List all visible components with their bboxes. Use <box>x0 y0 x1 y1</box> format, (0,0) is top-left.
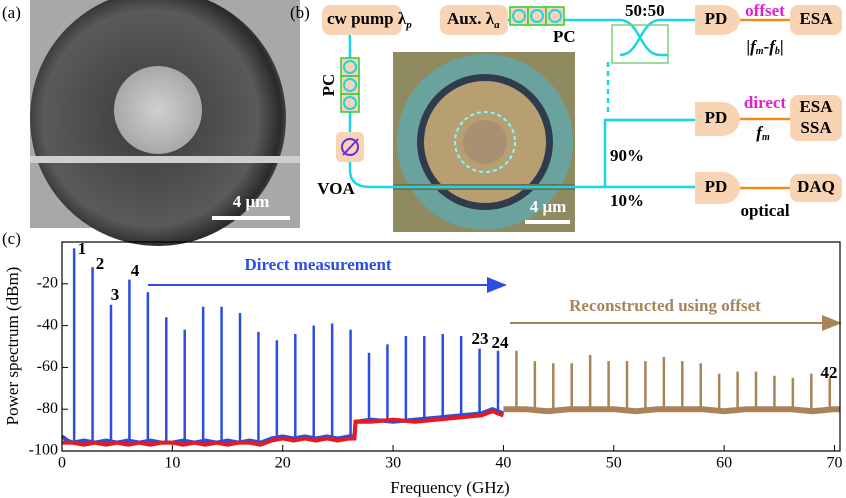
daq-label: DAQ <box>797 177 835 196</box>
ratio-label: 10% <box>610 191 644 210</box>
pd-label: PD <box>705 177 728 196</box>
formula: |fm-fb| <box>746 37 783 57</box>
peak-annotation: 3 <box>111 285 120 304</box>
coupler <box>611 24 669 64</box>
x-tick-label: 10 <box>164 455 180 472</box>
y-tick-label: -20 <box>37 274 58 291</box>
pd-label: PD <box>705 9 728 28</box>
peak-annotation: 1 <box>78 239 87 258</box>
spectrum-chart: (c) Frequency (GHz) Power spectrum (dBm)… <box>2 229 842 497</box>
direct-label: Direct measurement <box>244 255 391 274</box>
aux-label: Aux. λa <box>447 9 500 31</box>
y-tick-label: -60 <box>37 358 58 375</box>
pc-label: PC <box>553 27 576 46</box>
fm-label: fm <box>756 123 770 143</box>
offset-label: offset <box>745 1 785 20</box>
y-tick-label: -40 <box>37 316 58 333</box>
coupler-label: 50:50 <box>625 1 665 20</box>
pd <box>695 172 740 204</box>
peak-annotation: 23 <box>472 329 489 348</box>
pc-label: PC <box>319 74 338 97</box>
esa-label: ESA <box>799 97 833 116</box>
x-tick-label: 0 <box>58 455 66 472</box>
fiber <box>508 18 695 57</box>
direct-label: direct <box>744 93 787 112</box>
panel-b: (b) 4 μm 50:50 PC PC VOA cw pump λp Aux.… <box>290 1 842 232</box>
voa-icon <box>341 138 359 156</box>
esa-box <box>790 5 842 35</box>
ssa-label: SSA <box>800 118 832 137</box>
pd <box>695 5 740 35</box>
voa-label: VOA <box>317 179 355 198</box>
daq-box <box>790 174 842 202</box>
esa-label: ESA <box>799 9 833 28</box>
plot-frame <box>61 241 841 452</box>
scale-text: 4 μm <box>530 197 567 216</box>
sem-waveguide <box>30 156 300 163</box>
panel-label: (b) <box>290 3 310 22</box>
pd <box>695 102 740 136</box>
peak-annotation: 2 <box>96 254 105 273</box>
pd-label: PD <box>705 108 728 127</box>
optical-label: optical <box>740 201 789 220</box>
panel-a: 4 μm (a) <box>2 0 300 246</box>
x-tick-label: 50 <box>606 455 622 472</box>
peak-annotation: 42 <box>821 363 838 382</box>
aux-box <box>440 5 508 35</box>
x-tick-label: 60 <box>716 455 732 472</box>
panel-label: (c) <box>2 229 21 248</box>
pc-left <box>340 57 360 113</box>
mode-circle <box>454 111 516 173</box>
x-tick-label: 30 <box>385 455 401 472</box>
noise-trace <box>503 406 840 415</box>
voa-icon <box>342 138 359 156</box>
y-tick-label: -80 <box>37 400 58 417</box>
ratio-label: 90% <box>610 146 644 165</box>
scale-text: 4 μm <box>233 192 270 211</box>
x-tick-label: 40 <box>495 455 511 472</box>
x-axis-title: Frequency (GHz) <box>390 478 509 497</box>
esa-ssa-box <box>790 95 842 141</box>
y-axis-title: Power spectrum (dBm) <box>3 267 22 426</box>
sem-disk <box>114 66 202 154</box>
pc-top <box>509 6 565 26</box>
pump-box <box>322 5 402 35</box>
peak-annotation: 24 <box>492 333 510 352</box>
peak-annotation: 4 <box>131 261 140 280</box>
reconstructed-label: Reconstructed using offset <box>569 296 761 315</box>
noise-trace <box>62 409 505 447</box>
pump-label: cw pump λp <box>327 9 412 31</box>
micro-disk <box>463 120 507 164</box>
x-tick-label: 70 <box>826 455 842 472</box>
x-tick-label: 20 <box>275 455 291 472</box>
y-tick-label: -100 <box>29 442 58 459</box>
panel-label: (a) <box>2 3 21 22</box>
